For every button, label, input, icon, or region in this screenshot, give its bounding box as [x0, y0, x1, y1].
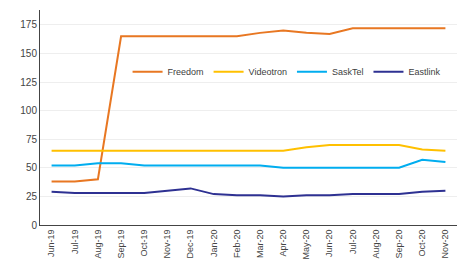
svg-text:150: 150 [20, 48, 37, 59]
svg-text:Apr-20: Apr-20 [278, 230, 288, 257]
svg-text:Aug-20: Aug-20 [371, 230, 381, 259]
svg-text:Feb-20: Feb-20 [232, 230, 242, 259]
svg-text:Oct-20: Oct-20 [417, 230, 427, 257]
svg-text:Nov-20: Nov-20 [440, 230, 450, 259]
svg-text:Jul-19: Jul-19 [70, 230, 80, 255]
svg-text:Nov-19: Nov-19 [162, 230, 172, 259]
svg-text:Dec-19: Dec-19 [186, 230, 196, 259]
svg-text:Jun-20: Jun-20 [325, 230, 335, 258]
svg-text:Jun-19: Jun-19 [47, 230, 57, 258]
svg-text:50: 50 [26, 162, 38, 173]
svg-text:75: 75 [26, 134, 38, 145]
svg-text:Eastlink: Eastlink [408, 67, 440, 77]
svg-text:Oct-19: Oct-19 [139, 230, 149, 257]
svg-text:Sep-20: Sep-20 [394, 230, 404, 259]
svg-text:Mar-20: Mar-20 [255, 230, 265, 259]
svg-text:May-20: May-20 [301, 230, 311, 260]
svg-text:125: 125 [20, 77, 37, 88]
svg-text:25: 25 [26, 191, 38, 202]
svg-text:175: 175 [20, 19, 37, 30]
svg-text:0: 0 [31, 220, 37, 231]
svg-text:SaskTel: SaskTel [332, 67, 364, 77]
svg-text:Sep-19: Sep-19 [116, 230, 126, 259]
svg-text:Jul-20: Jul-20 [348, 230, 358, 255]
svg-text:Aug-19: Aug-19 [93, 230, 103, 259]
svg-text:Freedom: Freedom [168, 67, 204, 77]
svg-text:Jan-20: Jan-20 [209, 230, 219, 258]
svg-text:100: 100 [20, 105, 37, 116]
svg-text:Videotron: Videotron [249, 67, 287, 77]
